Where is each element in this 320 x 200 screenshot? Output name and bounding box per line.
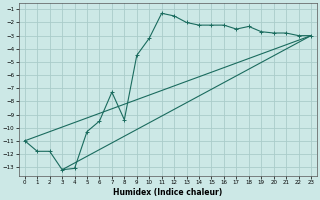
X-axis label: Humidex (Indice chaleur): Humidex (Indice chaleur) <box>113 188 222 197</box>
